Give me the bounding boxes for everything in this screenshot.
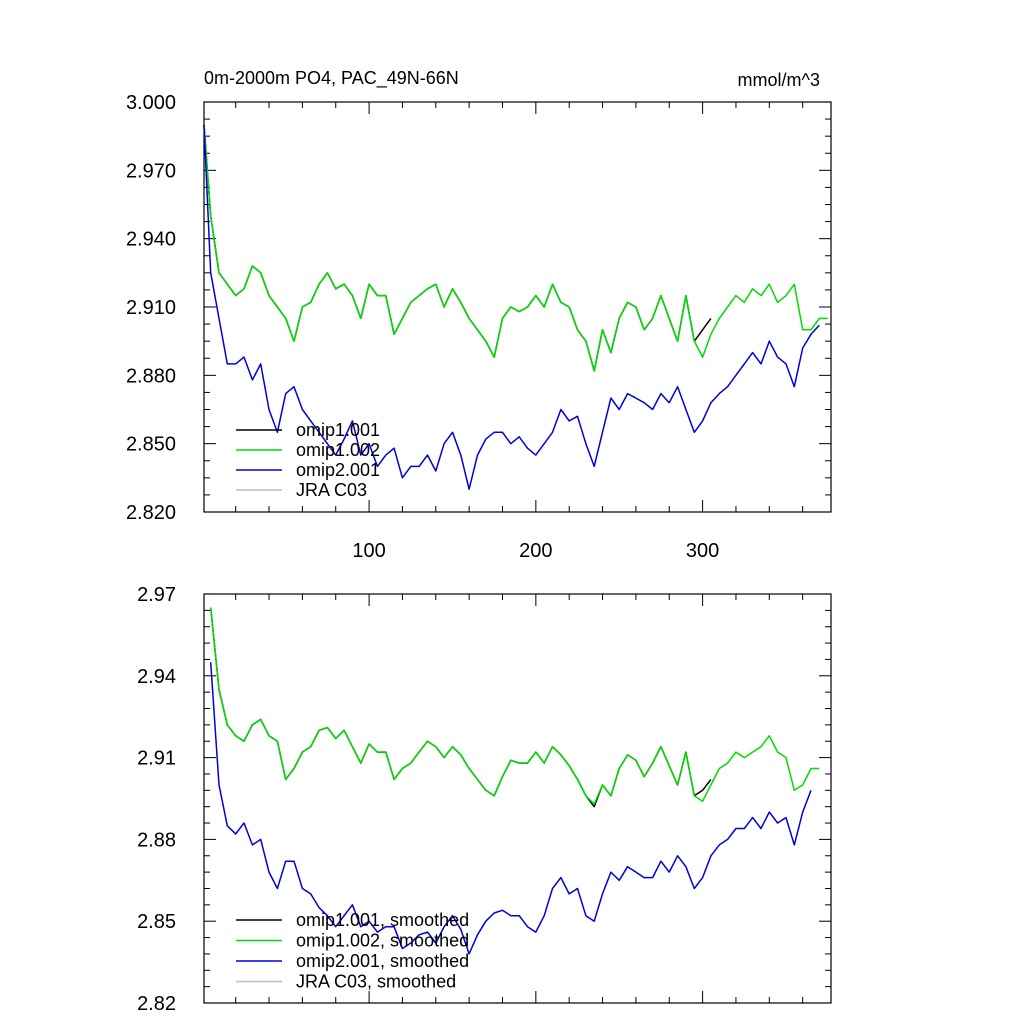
x-tick-label: 300: [686, 540, 719, 562]
legend-label: omip1.001: [296, 420, 380, 440]
x-tick-label: 200: [519, 540, 552, 562]
top-plot-area: 2.820 2.850 2.880 2.910 2.940 2.970 3.000 100 20…: [126, 92, 832, 562]
series-line-omip1-001: [203, 124, 712, 372]
series-line-omip1-002: [203, 124, 828, 372]
y-tick-label: 2.820: [126, 502, 176, 524]
legend-label: JRA C03: [296, 480, 367, 500]
legend-label: omip2.001: [296, 460, 380, 480]
legend-label: omip1.001, smoothed: [296, 910, 469, 930]
y-tick-label: 2.82: [137, 993, 176, 1015]
legend-label: omip1.002, smoothed: [296, 931, 469, 951]
top-panel: 0m-2000m PO4, PAC_49N-66N mmol/m^3 2.820…: [126, 68, 832, 562]
y-tick-label: 2.94: [137, 666, 176, 688]
y-tick-label: 3.000: [126, 92, 176, 114]
series-line-omip2-001-smoothed: [209, 662, 812, 955]
units-label: mmol/m^3: [738, 70, 820, 90]
plot-frame: [203, 593, 832, 1004]
y-tick-label: 2.91: [137, 748, 176, 770]
y-tick-label: 2.880: [126, 365, 176, 387]
legend-label: omip2.001, smoothed: [296, 951, 469, 971]
series-line-omip1-002-smoothed: [209, 607, 820, 805]
y-tick-label: 2.970: [126, 160, 176, 182]
legend-label: omip1.002: [296, 440, 380, 460]
y-tick-label: 2.850: [126, 434, 176, 456]
bottom-plot-area: 2.82 2.85 2.88 2.91 2.94 2.97 omip1.001, smoot…: [137, 584, 832, 1015]
y-tick-label: 2.88: [137, 829, 176, 851]
chart-title: 0m-2000m PO4, PAC_49N-66N: [204, 68, 459, 89]
y-tick-label: 2.940: [126, 229, 176, 251]
y-tick-label: 2.97: [137, 584, 176, 606]
y-tick-label: 2.85: [137, 911, 176, 933]
y-tick-label: 2.910: [126, 297, 176, 319]
bottom-panel: 2.82 2.85 2.88 2.91 2.94 2.97 omip1.001, smoot…: [137, 584, 832, 1015]
legend-label: JRA C03, smoothed: [296, 972, 456, 992]
x-tick-label: 100: [352, 540, 385, 562]
series-line-omip2-001: [203, 124, 820, 490]
